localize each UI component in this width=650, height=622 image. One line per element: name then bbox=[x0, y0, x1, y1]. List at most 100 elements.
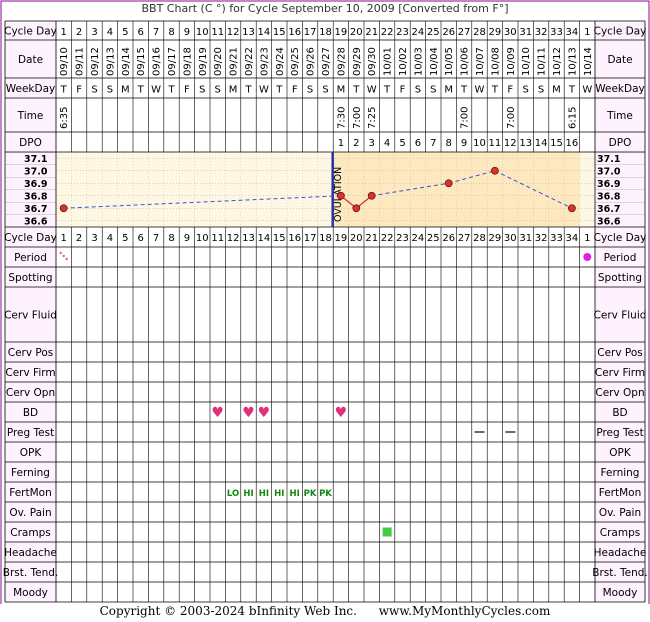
weekday-cell: W bbox=[151, 85, 161, 96]
cycle-day-cell: 8 bbox=[168, 233, 174, 244]
row-label-right-date: Date bbox=[607, 54, 632, 66]
date-cell: 09/11 bbox=[75, 47, 86, 76]
cycle-day-cell: 13 bbox=[242, 27, 255, 38]
cycle-day-cell: 3 bbox=[91, 233, 97, 244]
time-cell: 6:15 bbox=[567, 107, 578, 129]
row-label-right-bd: BD bbox=[612, 407, 627, 419]
date-cell: 10/04 bbox=[429, 47, 440, 76]
date-cell: 09/26 bbox=[306, 47, 317, 76]
time-cell: 7:00 bbox=[352, 107, 363, 129]
cycle-day-cell: 7 bbox=[153, 233, 159, 244]
dpo-cell: 14 bbox=[535, 138, 548, 149]
cycle-day-cell: 4 bbox=[107, 27, 113, 38]
fertmon-value: HI bbox=[290, 489, 300, 499]
cycle-day-cell: 12 bbox=[227, 233, 240, 244]
cycle-day-cell: 27 bbox=[458, 27, 471, 38]
weekday-cell: T bbox=[568, 85, 576, 96]
cycle-day-cell: 1 bbox=[584, 27, 590, 38]
date-cell: 09/20 bbox=[213, 47, 224, 76]
fertmon-value: PK bbox=[319, 489, 332, 499]
row-label-right-cerv_fluid: Cerv Fluid bbox=[594, 310, 647, 322]
temp-point bbox=[352, 204, 361, 213]
weekday-cell: M bbox=[121, 85, 130, 96]
row-label-right-headache: Headache bbox=[594, 547, 647, 559]
row-label-spotting: Spotting bbox=[8, 272, 52, 284]
temp-tick-left: 37.0 bbox=[24, 166, 48, 177]
row-label-right-dpo: DPO bbox=[609, 137, 632, 149]
cycle-day-cell: 5 bbox=[122, 233, 128, 244]
cycle-day-cell: 9 bbox=[184, 27, 190, 38]
weekday-cell: M bbox=[552, 85, 561, 96]
date-cell: 10/14 bbox=[583, 47, 594, 76]
spotting-dot bbox=[65, 257, 68, 261]
cycle-day-cell: 20 bbox=[350, 233, 363, 244]
row-label-weekday: WeekDay bbox=[6, 83, 56, 95]
date-cell: 10/12 bbox=[552, 47, 563, 76]
row-label-preg_test: Preg Test bbox=[7, 427, 54, 439]
temp-tick-right: 36.7 bbox=[597, 204, 620, 215]
cycle-day-cell: 32 bbox=[535, 233, 548, 244]
date-cell: 10/03 bbox=[413, 47, 424, 76]
row-label-right-time: Time bbox=[606, 110, 633, 122]
cycle-day-cell: 34 bbox=[566, 27, 579, 38]
cycle-day-cell: 31 bbox=[519, 27, 532, 38]
dpo-cell: 7 bbox=[430, 138, 436, 149]
temp-tick-left: 36.6 bbox=[24, 216, 48, 227]
time-cell: 7:00 bbox=[506, 107, 517, 129]
cycle-day-cell: 14 bbox=[258, 233, 271, 244]
date-cell: 09/27 bbox=[321, 47, 332, 76]
dpo-cell: 6 bbox=[415, 138, 421, 149]
date-cell: 09/10 bbox=[59, 47, 70, 76]
date-cell: 10/02 bbox=[398, 47, 409, 76]
cycle-day-cell: 20 bbox=[350, 27, 363, 38]
cycle-day-cell: 30 bbox=[504, 233, 517, 244]
site-link[interactable]: www.MyMonthlyCycles.com bbox=[378, 604, 551, 618]
row-label-cerv_opn: Cerv Opn bbox=[6, 387, 55, 399]
fertmon-value: HI bbox=[259, 489, 269, 499]
cycle-day-cell: 16 bbox=[288, 233, 301, 244]
dpo-cell: 10 bbox=[473, 138, 486, 149]
weekday-cell: F bbox=[184, 85, 190, 96]
cycle-day-cell: 5 bbox=[122, 27, 128, 38]
time-cell: 7:00 bbox=[460, 107, 471, 129]
cycle-day-cell: 6 bbox=[138, 27, 144, 38]
row-label-cycle_day: Cycle Day bbox=[4, 26, 57, 38]
date-cell: 10/09 bbox=[506, 47, 517, 76]
left-label-column bbox=[5, 21, 56, 602]
cycle-day-cell: 31 bbox=[519, 233, 532, 244]
weekday-cell: W bbox=[475, 85, 485, 96]
cycle-day-cell: 15 bbox=[273, 27, 286, 38]
cycle-day-cell: 26 bbox=[442, 233, 455, 244]
cycle-day-cell: 8 bbox=[168, 27, 174, 38]
cycle-day-cell: 9 bbox=[184, 233, 190, 244]
weekday-cell: S bbox=[107, 85, 113, 96]
dpo-cell: 11 bbox=[489, 138, 502, 149]
row-label-ov_pain: Ov. Pain bbox=[9, 507, 51, 519]
cycle-day-cell: 24 bbox=[412, 233, 425, 244]
row-label-dpo: DPO bbox=[19, 137, 42, 149]
dpo-cell: 2 bbox=[353, 138, 359, 149]
cycle-day-cell: 14 bbox=[258, 27, 271, 38]
row-label-date: Date bbox=[18, 54, 43, 66]
cycle-day-cell: 23 bbox=[396, 233, 409, 244]
date-cell: 09/15 bbox=[136, 47, 147, 76]
bbt-chart: 37.1 37.137.0 37.036.9 36.936.8 36.836.7 36.7… bbox=[0, 0, 650, 604]
weekday-cell: T bbox=[244, 85, 252, 96]
right-label-column bbox=[595, 21, 645, 602]
row-label-right-weekday: WeekDay bbox=[595, 83, 645, 95]
date-cell: 10/05 bbox=[444, 47, 455, 76]
temp-point bbox=[490, 166, 499, 175]
cycle-day-cell: 34 bbox=[566, 233, 579, 244]
weekday-cell: T bbox=[383, 85, 391, 96]
weekday-cell: T bbox=[60, 85, 68, 96]
weekday-cell: T bbox=[460, 85, 468, 96]
date-cell: 09/29 bbox=[352, 47, 363, 76]
row-label-brst_tend: Brst. Tend. bbox=[3, 567, 59, 579]
row-label-right-ferning: Ferning bbox=[601, 467, 640, 479]
time-cell: 7:30 bbox=[336, 107, 347, 129]
row-label-right-ov_pain: Ov. Pain bbox=[599, 507, 641, 519]
row-label-right-preg_test: Preg Test bbox=[596, 427, 643, 439]
date-cell: 09/16 bbox=[152, 47, 163, 76]
row-label-fertmon: FertMon bbox=[9, 487, 52, 499]
dpo-cell: 4 bbox=[384, 138, 390, 149]
